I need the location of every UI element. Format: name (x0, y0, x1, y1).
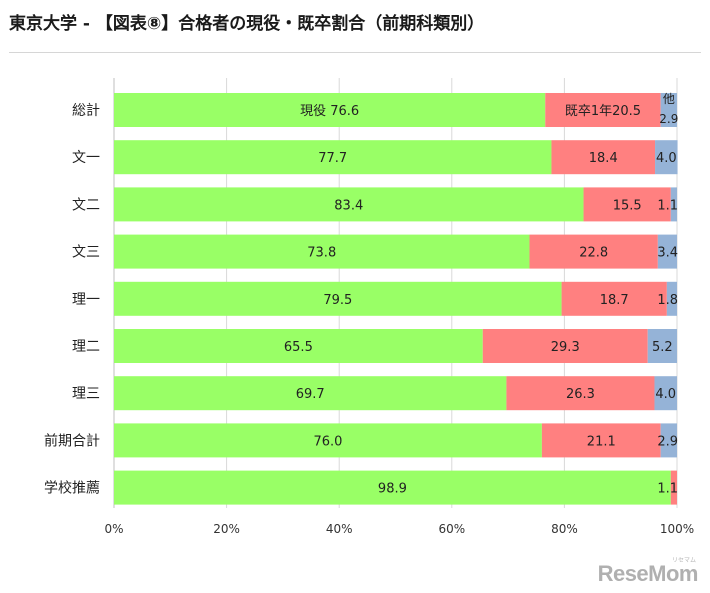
category-label: 文一 (72, 150, 100, 166)
bar-segment (114, 93, 546, 127)
bar-segment (670, 470, 677, 505)
bars: 現役 76.6 既卒1年20.5 他 2.9 77.7 18.4 4.0 83.4 15.5 1.… (114, 92, 678, 505)
category-label: 文三 (72, 245, 100, 261)
category-label: 理一 (72, 292, 100, 308)
x-tick-label: 0% (104, 522, 123, 536)
bar-segment (114, 140, 552, 175)
bar-segment (655, 140, 678, 175)
bar-segment (506, 376, 655, 411)
data-label: 15.5 (613, 198, 642, 213)
data-label: 1.8 (657, 293, 678, 308)
data-label: 3.4 (657, 246, 678, 261)
data-label: 22.8 (579, 246, 608, 261)
bar-segment (583, 187, 671, 222)
data-label: 4.0 (655, 387, 676, 402)
bar-segment (114, 470, 671, 505)
bar-segment (114, 423, 542, 458)
data-label: 73.8 (307, 246, 336, 261)
data-label: 4.0 (656, 151, 677, 166)
bar-segment (482, 329, 648, 363)
bar-segment (660, 423, 677, 458)
bar-segment (545, 93, 661, 127)
data-label: 65.5 (284, 340, 313, 355)
data-label: 98.9 (378, 482, 407, 497)
watermark-text: ReseMom (597, 561, 699, 586)
x-tick-label: 60% (438, 522, 465, 536)
bar-segment (541, 423, 661, 458)
data-label: 29.3 (551, 340, 580, 355)
bar-segment (561, 281, 667, 316)
data-label: 1.1 (657, 482, 678, 497)
data-label: 76.0 (313, 434, 342, 449)
bar-segment (114, 376, 507, 411)
bar-segment (666, 281, 677, 316)
data-label: 83.4 (334, 198, 363, 213)
category-label: 文二 (72, 197, 100, 213)
data-label: 18.4 (589, 151, 618, 166)
data-label: 26.3 (566, 387, 595, 402)
data-label: 1.1 (657, 198, 678, 213)
bar-segment (670, 187, 677, 222)
category-label: 総計 (72, 103, 100, 119)
data-label: 69.7 (296, 387, 325, 402)
data-label: 現役 76.6 (300, 104, 359, 119)
x-axis-ticks: 0% 20% 40% 60% 80% 100% (104, 522, 694, 536)
bar-segment (114, 187, 584, 222)
page-title: 東京大学 - 【図表⑧】合格者の現役・既卒割合（前期科類別） (9, 14, 485, 34)
bar-segment (551, 140, 656, 175)
title-divider (9, 52, 701, 53)
category-label: 前期合計 (44, 432, 100, 449)
data-label: 他 (663, 92, 675, 106)
x-tick-label: 100% (660, 522, 694, 536)
bar-segment (657, 234, 677, 269)
data-label: 21.1 (587, 434, 616, 449)
data-label: 5.2 (652, 340, 673, 355)
category-label: 理三 (72, 386, 100, 402)
x-tick-label: 80% (551, 522, 578, 536)
bar-segment (660, 93, 677, 127)
bar-segment (529, 234, 658, 269)
bar-segment (114, 234, 530, 269)
category-label: 理二 (72, 339, 100, 355)
data-label: 79.5 (323, 293, 352, 308)
watermark-ruby: リセマム (671, 558, 696, 564)
bar-segment (654, 376, 677, 411)
data-label: 既卒1年20.5 (565, 104, 641, 119)
data-label: 77.7 (318, 151, 347, 166)
category-label: 学校推薦 (44, 480, 100, 497)
x-tick-label: 20% (213, 522, 240, 536)
data-label: 2.9 (657, 434, 678, 449)
bar-segment (114, 329, 483, 363)
resemom-logo: ReseMom リセマム (597, 558, 699, 587)
data-label: 2.9 (659, 112, 678, 126)
bar-segment (114, 281, 562, 316)
x-tick-label: 40% (326, 522, 353, 536)
bar-segment (647, 329, 677, 363)
data-label: 18.7 (600, 293, 629, 308)
